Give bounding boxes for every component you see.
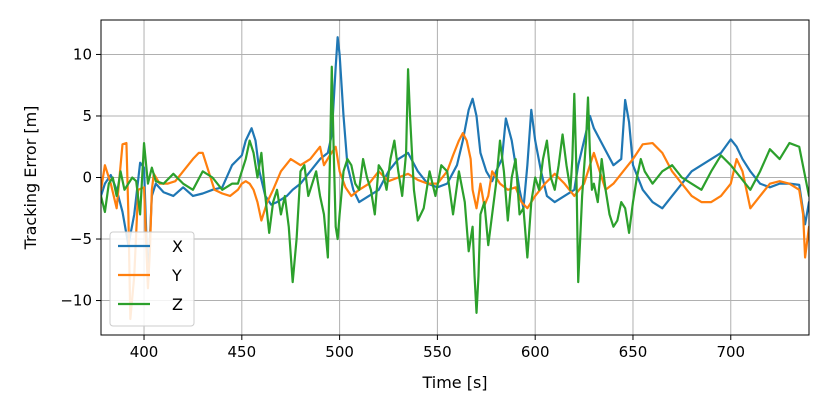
legend-box (109, 231, 195, 327)
y-tick-label: −10 (60, 292, 92, 310)
x-tick-label: 650 (619, 343, 648, 361)
y-tick-label: 5 (82, 107, 92, 125)
y-tick-label: 10 (73, 45, 92, 63)
x-tick-label: 550 (423, 343, 452, 361)
legend-label-x: X (172, 237, 183, 256)
x-axis-label: Time [s] (421, 373, 487, 392)
x-tick-label: 400 (130, 343, 159, 361)
axis-ticks: 400 450 500 550 600 650 700 −10 −5 0 5 10 (60, 45, 745, 361)
series-line-y (101, 132, 809, 321)
x-tick-label: 600 (521, 343, 550, 361)
y-tick-label: 0 (82, 169, 92, 187)
x-tick-label: 700 (716, 343, 745, 361)
legend-label-z: Z (172, 295, 183, 314)
legend-label-y: Y (171, 266, 182, 285)
series-lines (101, 36, 809, 321)
series-line-x (101, 36, 809, 284)
x-tick-label: 450 (227, 343, 256, 361)
series-line-z (101, 65, 809, 314)
x-tick-label: 500 (325, 343, 354, 361)
y-tick-label: −5 (70, 230, 92, 248)
y-axis-label: Tracking Error [m] (21, 106, 40, 251)
grid (101, 20, 809, 335)
legend: XYZ (109, 231, 195, 327)
